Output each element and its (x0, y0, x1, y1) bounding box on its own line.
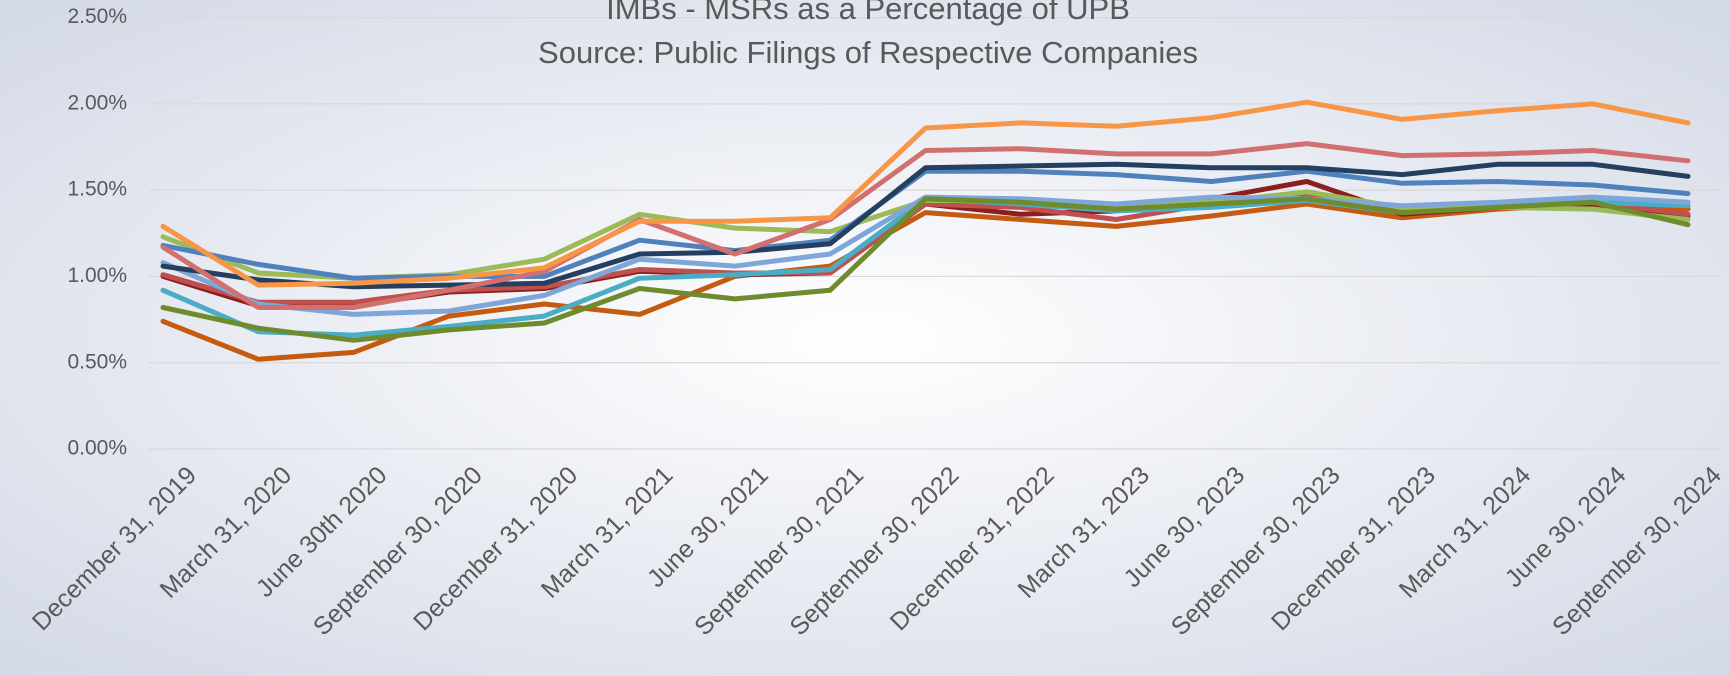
y-tick-label: 2.00% (67, 91, 127, 114)
series-line (160, 168, 1691, 281)
series-line (160, 196, 1691, 343)
y-tick-label: 1.00% (67, 264, 127, 287)
y-tick-label: 0.50% (67, 350, 127, 373)
chart-subtitle: Source: Public Filings of Respective Com… (538, 35, 1198, 70)
y-tick-label: 0.00% (67, 437, 127, 460)
y-tick-label: 1.50% (67, 178, 127, 201)
chart-title: IMBs - MSRs as a Percentage of UPB (606, 0, 1130, 26)
series-line (160, 161, 1691, 290)
series-line (160, 99, 1691, 288)
series-line (160, 141, 1691, 310)
y-tick-label: 2.50% (67, 5, 127, 28)
